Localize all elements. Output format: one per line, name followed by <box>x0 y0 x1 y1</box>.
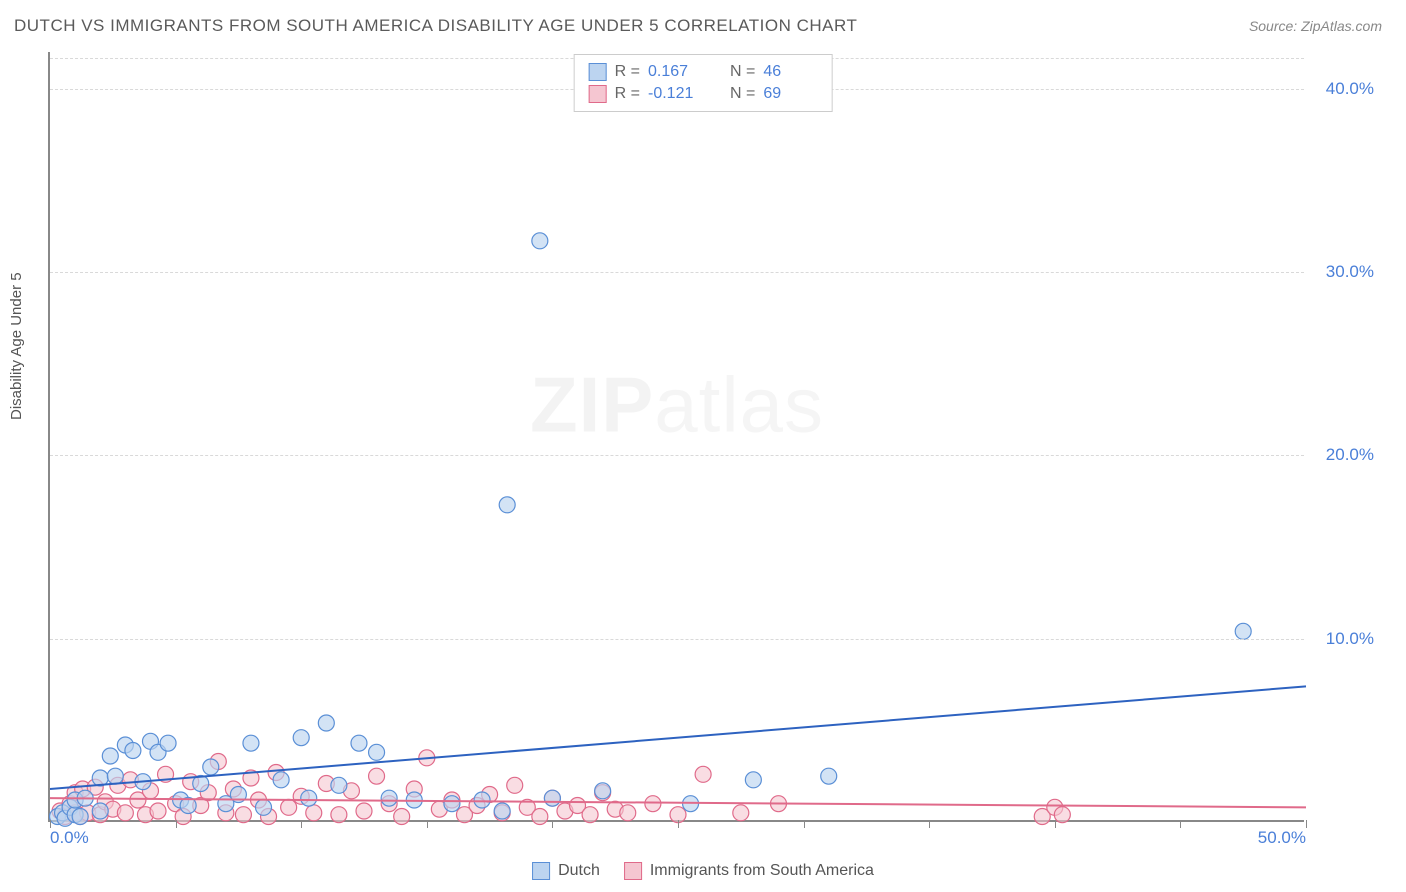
data-point <box>273 772 289 788</box>
x-tick <box>804 820 805 828</box>
gridline <box>50 639 1304 640</box>
data-point <box>821 768 837 784</box>
data-point <box>1235 623 1251 639</box>
y-tick-label: 20.0% <box>1326 445 1374 465</box>
y-tick-label: 10.0% <box>1326 629 1374 649</box>
x-tick <box>678 820 679 828</box>
data-point <box>582 807 598 823</box>
legend-swatch <box>532 862 550 880</box>
data-point <box>369 744 385 760</box>
legend-n-value: 69 <box>763 85 817 103</box>
data-point <box>125 743 141 759</box>
legend-row: R = 0.167 N = 46 <box>589 61 818 83</box>
data-point <box>356 803 372 819</box>
data-point <box>293 730 309 746</box>
legend-n-label: N = <box>730 63 755 81</box>
data-point <box>595 783 611 799</box>
data-point <box>281 799 297 815</box>
y-axis-label: Disability Age Under 5 <box>8 272 25 420</box>
y-tick-label: 30.0% <box>1326 262 1374 282</box>
x-tick <box>301 820 302 828</box>
data-point <box>745 772 761 788</box>
data-point <box>256 799 272 815</box>
data-point <box>507 777 523 793</box>
legend-swatch <box>589 85 607 103</box>
data-point <box>369 768 385 784</box>
data-point <box>1054 807 1070 823</box>
data-point <box>532 809 548 825</box>
data-point <box>494 803 510 819</box>
data-point <box>102 748 118 764</box>
data-point <box>695 766 711 782</box>
legend-swatch <box>624 862 642 880</box>
x-tick <box>552 820 553 828</box>
data-point <box>160 735 176 751</box>
data-point <box>107 768 123 784</box>
x-tick-label: 50.0% <box>1258 828 1306 848</box>
legend-r-label: R = <box>615 85 640 103</box>
legend-r-label: R = <box>615 63 640 81</box>
data-point <box>306 805 322 821</box>
legend-n-value: 46 <box>763 63 817 81</box>
data-point <box>381 790 397 806</box>
gridline <box>50 272 1304 273</box>
data-point <box>243 735 259 751</box>
data-point <box>645 796 661 812</box>
data-point <box>544 790 560 806</box>
x-tick <box>176 820 177 828</box>
data-point <box>331 777 347 793</box>
legend-label: Dutch <box>558 862 600 880</box>
x-tick <box>1180 820 1181 828</box>
data-point <box>532 233 548 249</box>
data-point <box>351 735 367 751</box>
data-point <box>331 807 347 823</box>
correlation-legend: R = 0.167 N = 46 R = -0.121 N = 69 <box>574 54 833 112</box>
data-point <box>72 809 88 825</box>
data-point <box>203 759 219 775</box>
legend-n-label: N = <box>730 85 755 103</box>
legend-swatch <box>589 63 607 81</box>
data-point <box>235 807 251 823</box>
legend-item: Immigrants from South America <box>624 862 874 880</box>
gridline <box>50 455 1304 456</box>
data-point <box>620 805 636 821</box>
source-attribution: Source: ZipAtlas.com <box>1249 18 1382 34</box>
x-tick <box>929 820 930 828</box>
data-point <box>499 497 515 513</box>
x-tick <box>1306 820 1307 828</box>
data-point <box>318 715 334 731</box>
x-tick-label: 0.0% <box>50 828 89 848</box>
data-point <box>150 803 166 819</box>
legend-item: Dutch <box>532 862 600 880</box>
data-point <box>474 792 490 808</box>
x-tick <box>1055 820 1056 828</box>
series-legend: Dutch Immigrants from South America <box>532 862 874 880</box>
data-point <box>394 809 410 825</box>
data-point <box>733 805 749 821</box>
legend-r-value: 0.167 <box>648 63 702 81</box>
chart-svg <box>50 52 1304 820</box>
plot-area: ZIPatlas 10.0%20.0%30.0%40.0%0.0%50.0% <box>48 52 1304 822</box>
legend-r-value: -0.121 <box>648 85 702 103</box>
data-point <box>444 796 460 812</box>
x-tick <box>50 820 51 828</box>
legend-row: R = -0.121 N = 69 <box>589 83 818 105</box>
data-point <box>92 803 108 819</box>
x-tick <box>427 820 428 828</box>
chart-title: DUTCH VS IMMIGRANTS FROM SOUTH AMERICA D… <box>14 16 857 36</box>
trend-line <box>50 686 1306 789</box>
y-tick-label: 40.0% <box>1326 79 1374 99</box>
data-point <box>301 790 317 806</box>
legend-label: Immigrants from South America <box>650 862 874 880</box>
data-point <box>117 805 133 821</box>
